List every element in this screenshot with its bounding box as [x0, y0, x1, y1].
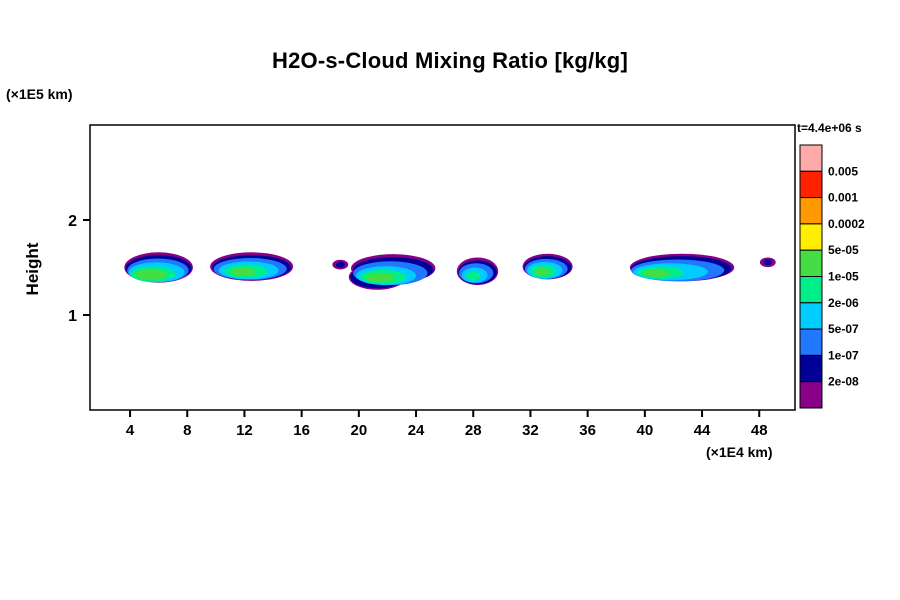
cloud-6-contour-layer: [534, 268, 550, 276]
cloud-5-contour-layer: [466, 271, 481, 281]
colorbar-label: 5e-05: [828, 243, 859, 257]
y-tick-label: 1: [68, 308, 77, 325]
cloud-7-contour-layer: [643, 269, 670, 278]
cloud-4-contour-layer: [366, 272, 395, 283]
colorbar-segment: [799, 223, 823, 251]
x-tick-label: 20: [351, 422, 368, 439]
colorbar-segment: [799, 249, 823, 277]
colorbar-segment: [799, 328, 823, 356]
colorbar-segment: [799, 144, 823, 172]
colorbar-label: 5e-07: [828, 322, 859, 336]
colorbar-segment: [799, 276, 823, 304]
y-axis-label: Height: [23, 242, 42, 296]
plot-frame: [89, 124, 796, 411]
colorbar-segment: [799, 170, 823, 199]
colorbar-label: 1e-07: [828, 348, 859, 362]
cloud-1-contour-layer: [135, 269, 167, 280]
x-tick-label: 48: [751, 422, 768, 439]
x-tick-label: 36: [579, 422, 596, 439]
cloud-8-contour-layer: [763, 259, 773, 266]
x-tick-label: 4: [126, 422, 135, 439]
x-tick-label: 8: [183, 422, 191, 439]
cloud-3-contour-layer: [335, 261, 345, 268]
x-tick-label: 40: [637, 422, 654, 439]
colorbar-label: 0.0002: [828, 217, 865, 231]
x-tick-label: 16: [293, 422, 310, 439]
colorbar-segment: [799, 197, 823, 225]
chart-title: H2O-s-Cloud Mixing Ratio [kg/kg]: [272, 48, 628, 73]
colorbar-label: 0.001: [828, 191, 858, 205]
x-tick-label: 32: [522, 422, 539, 439]
time-stamp-label: t=4.4e+06 s: [797, 121, 862, 135]
colorbar-segment: [799, 381, 823, 409]
x-tick-label: 24: [408, 422, 425, 439]
y-tick-label: 2: [68, 213, 77, 230]
colorbar-label: 2e-08: [828, 375, 859, 389]
colorbar-label: 0.005: [828, 164, 858, 178]
y-axis-unit: (×1E5 km): [6, 86, 73, 102]
cloud-2-contour-layer: [230, 267, 256, 277]
colorbar-label: 2e-06: [828, 296, 859, 310]
colorbar-label: 1e-05: [828, 270, 859, 284]
x-tick-label: 44: [694, 422, 711, 439]
x-tick-label: 28: [465, 422, 482, 439]
colorbar-segment: [799, 354, 823, 383]
x-tick-label: 12: [236, 422, 253, 439]
x-axis-unit: (×1E4 km): [706, 444, 773, 460]
colorbar-segment: [799, 302, 823, 330]
